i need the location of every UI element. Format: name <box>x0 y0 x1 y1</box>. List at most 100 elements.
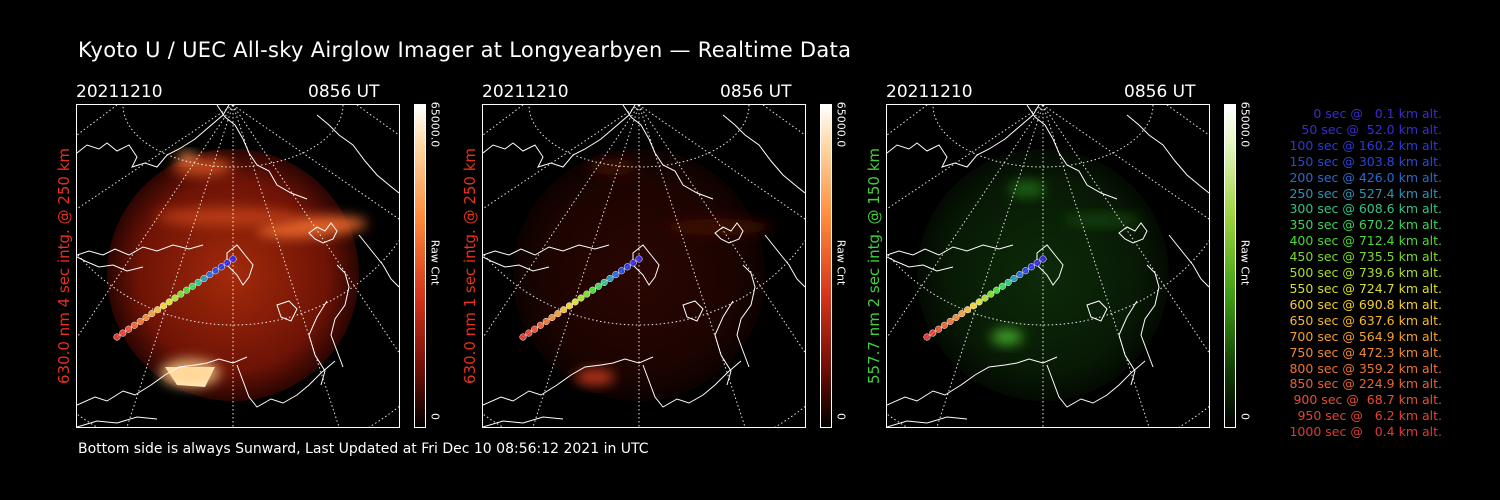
trajectory-point <box>229 255 237 263</box>
legend-item: 400 sec @ 712.4 km alt. <box>1289 233 1442 249</box>
longitude-line <box>356 105 399 136</box>
panel3-date: 20211210 <box>886 82 973 102</box>
panel1-side-label: 630.0 nm 4 sec intg. @ 250 km <box>55 147 73 385</box>
page-title: Kyoto U / UEC All-sky Airglow Imager at … <box>78 38 852 62</box>
trajectory-point <box>629 259 637 267</box>
coastline-path <box>1026 105 1118 200</box>
trajectory-point <box>964 306 972 314</box>
longitude-line <box>77 105 118 136</box>
longitude-line <box>1166 105 1209 136</box>
trajectory-point <box>113 333 121 341</box>
trajectory-point <box>923 333 931 341</box>
coastline-path <box>308 300 328 386</box>
coastline-path <box>483 105 636 168</box>
legend-item: 250 sec @ 527.4 km alt. <box>1289 185 1442 201</box>
panel2-colorbar-labels: 65000.0 Raw Cnt 0 <box>832 102 850 428</box>
trajectory-point <box>958 310 966 318</box>
longitude-line <box>532 105 640 427</box>
panel3-colorbar <box>1224 104 1236 428</box>
coastline-path <box>308 222 338 244</box>
legend-item: 950 sec @ 6.2 km alt. <box>1297 408 1442 424</box>
legend-item: 900 sec @ 68.7 km alt. <box>1293 392 1442 408</box>
panel3-side-label-wrap: 557.7 nm 2 sec intg. @ 150 km <box>864 104 884 428</box>
panel1-colorbar-labels: 65000.0 Raw Cnt 0 <box>426 101 444 428</box>
trajectory-point <box>577 294 585 302</box>
trajectory-point <box>952 313 960 322</box>
trajectory-point <box>200 274 208 283</box>
coastline-path <box>1168 234 1209 288</box>
coastline-path <box>887 416 968 427</box>
trajectory-point <box>635 255 643 263</box>
trajectory-point <box>981 294 989 302</box>
legend-item: 850 sec @ 224.9 km alt. <box>1289 376 1442 392</box>
longitude-line <box>1042 105 1209 354</box>
aurora-band <box>1062 214 1142 226</box>
longitude-line <box>232 105 340 427</box>
coastline-path <box>887 105 1040 168</box>
legend-item: 600 sec @ 690.8 km alt. <box>1289 296 1442 312</box>
trajectory-point <box>525 329 533 337</box>
trajectory-point <box>130 321 138 329</box>
sky-disc <box>917 149 1169 401</box>
coastline-path <box>1126 114 1209 194</box>
trajectory-point <box>929 329 937 337</box>
aurora-band <box>157 208 297 226</box>
trajectory-point <box>935 325 943 333</box>
trajectory-point <box>969 302 977 310</box>
longitude-line <box>126 105 234 427</box>
trajectory-point <box>606 274 614 283</box>
coastline-path <box>77 356 248 406</box>
longitude-line <box>762 105 805 136</box>
legend-item: 550 sec @ 724.7 km alt. <box>1289 280 1442 296</box>
legend-item: 0 sec @ 0.1 km alt. <box>1313 106 1442 121</box>
panel2-side-label-wrap: 630.0 nm 1 sec intg. @ 250 km <box>460 104 480 428</box>
panel3-cbar-max: 65000.0 <box>1238 101 1252 148</box>
trajectory-point <box>975 298 983 306</box>
coastline-path <box>622 105 714 200</box>
trajectory-point <box>987 290 995 298</box>
trajectory-point <box>177 290 185 298</box>
panel3-colorbar-labels: 65000.0 Raw Cnt 0 <box>1236 101 1254 428</box>
coastline-path <box>887 256 954 272</box>
panel1-colorbar <box>414 104 426 428</box>
trajectory-point <box>940 321 948 329</box>
coastline-path <box>764 234 805 288</box>
coastline-path <box>483 356 654 406</box>
trajectory-line <box>522 258 640 338</box>
trajectory-point <box>1010 274 1018 283</box>
trajectory-point <box>142 313 150 322</box>
trajectory-point <box>560 306 568 314</box>
trajectory-point <box>217 263 225 271</box>
legend-item: 1000 sec @ 0.4 km alt. <box>1289 424 1442 440</box>
aurora-spot <box>179 152 195 162</box>
trajectory-line <box>926 258 1044 338</box>
trajectory-point <box>136 317 144 325</box>
trajectory-point <box>125 325 133 333</box>
trajectory-point <box>1004 278 1012 286</box>
coastline-path <box>887 356 1058 406</box>
footer-note: Bottom side is always Sunward, Last Upda… <box>78 441 649 457</box>
coastline-path <box>1118 300 1138 386</box>
longitude-line <box>638 105 746 427</box>
trajectory-point <box>165 298 173 306</box>
aurora-band <box>663 219 773 235</box>
trajectory-point <box>554 310 562 318</box>
panel1-cbar-max: 65000.0 <box>428 101 442 148</box>
trajectory-line <box>116 258 234 338</box>
panel3-cbar-unit: Raw Cnt <box>1238 239 1252 286</box>
coastline-path <box>483 416 564 427</box>
bright-glow <box>575 369 615 385</box>
coastline-path <box>77 105 230 168</box>
panel1-side-label-wrap: 630.0 nm 4 sec intg. @ 250 km <box>54 104 74 428</box>
trajectory-point <box>589 286 597 294</box>
longitude-line <box>638 105 805 354</box>
trajectory-point <box>119 329 127 337</box>
legend-item: 750 sec @ 472.3 km alt. <box>1289 344 1442 360</box>
legend-item: 200 sec @ 426.0 km alt. <box>1289 169 1442 185</box>
trajectory-point <box>154 306 162 314</box>
panel3-cbar-min: 0 <box>1238 413 1252 420</box>
coastline-path <box>226 244 254 286</box>
trajectory-point <box>194 278 202 286</box>
trajectory-point <box>223 259 231 267</box>
coastline-path <box>1140 264 1160 368</box>
